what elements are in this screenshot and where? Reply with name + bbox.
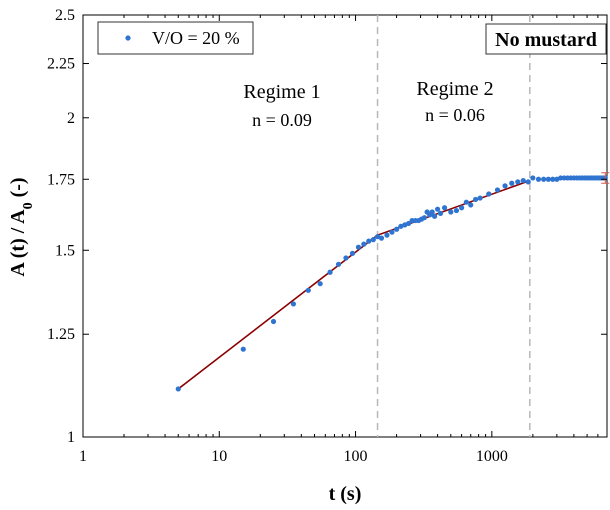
x-tick-label: 1 <box>79 448 87 465</box>
regime1-exponent: n = 0.09 <box>252 110 312 130</box>
data-point <box>374 234 381 240</box>
data-point <box>175 386 181 392</box>
data-point <box>520 177 526 184</box>
data-point <box>305 287 311 293</box>
y-tick-label: 1.75 <box>47 171 75 188</box>
y-tick-label: 1.5 <box>55 242 75 259</box>
data-point <box>458 205 465 211</box>
error-bar <box>601 172 610 184</box>
data-point <box>378 235 385 241</box>
y-axis-label: A (t) / A0 (-) <box>7 177 36 276</box>
data-point <box>453 207 460 214</box>
data-point <box>535 176 542 182</box>
data-point <box>468 202 474 208</box>
data-point <box>240 346 246 352</box>
data-point <box>437 210 444 216</box>
data-point <box>558 175 564 181</box>
y-tick-label: 1 <box>67 429 75 446</box>
y-axis-label-tail: (-) <box>7 177 29 202</box>
y-tick-label: 2.5 <box>55 7 75 24</box>
data-point <box>335 261 342 267</box>
data-point <box>389 229 395 235</box>
data-point <box>290 301 297 307</box>
data-point <box>515 179 521 185</box>
data-point <box>405 220 412 227</box>
data-point <box>361 241 367 247</box>
data-point <box>317 281 323 287</box>
y-tick-label: 1.25 <box>47 326 75 343</box>
data-point <box>509 180 515 186</box>
data-point <box>349 250 356 256</box>
data-point <box>494 187 501 193</box>
data-point <box>393 226 400 232</box>
data-point <box>429 209 435 215</box>
data-point <box>343 255 349 261</box>
regime1-title: Regime 1 <box>243 81 320 103</box>
plot-area-border <box>82 14 608 438</box>
x-axis-label: t (s) <box>329 483 362 505</box>
data-point <box>530 175 536 181</box>
x-tick-label: 1000 <box>476 448 508 465</box>
data-point <box>355 244 362 250</box>
no-mustard-box <box>485 23 607 55</box>
data-point <box>477 195 483 201</box>
data-point <box>435 206 441 212</box>
y-axis-ticks: 1 1.25 1.5 1.75 2 2.25 2.5 <box>47 7 607 446</box>
regime2-title: Regime 2 <box>416 78 493 100</box>
data-point <box>327 269 333 275</box>
y-tick-label: 2.25 <box>47 56 75 73</box>
data-point <box>448 209 454 215</box>
data-point <box>370 237 376 243</box>
regime-dividers <box>376 15 531 437</box>
data-point <box>486 191 492 197</box>
data-point <box>541 176 547 182</box>
data-point <box>421 215 427 221</box>
data-point <box>384 232 390 238</box>
y-axis-label-sub: 0 <box>21 202 36 209</box>
data-point <box>441 205 448 211</box>
y-axis-label-main: A (t) / A <box>7 209 29 277</box>
data-point <box>525 179 531 185</box>
data-point <box>270 318 277 325</box>
data-point <box>366 238 372 244</box>
regime2-exponent: n = 0.06 <box>425 105 485 125</box>
fit-lines <box>177 179 531 390</box>
data-point <box>545 176 551 182</box>
legend-box <box>97 21 254 55</box>
data-point <box>431 213 438 219</box>
data-points <box>175 175 608 392</box>
fit-line <box>177 234 379 390</box>
data-point <box>550 176 556 182</box>
x-tick-label: 100 <box>344 448 368 465</box>
no-mustard-text: No mustard <box>495 29 597 51</box>
data-point <box>398 223 404 229</box>
data-point <box>502 183 508 189</box>
x-axis-ticks: 1 10 100 1000 <box>79 15 608 465</box>
x-tick-label: 10 <box>211 448 227 465</box>
data-point <box>472 196 479 203</box>
legend: V/O = 20 % <box>97 21 254 55</box>
legend-label: V/O = 20 % <box>152 28 240 48</box>
data-point <box>463 199 469 205</box>
legend-marker <box>125 35 131 41</box>
no-mustard-label-box: No mustard <box>485 23 607 55</box>
y-tick-label: 2 <box>67 110 75 127</box>
plot-frame <box>82 14 608 438</box>
